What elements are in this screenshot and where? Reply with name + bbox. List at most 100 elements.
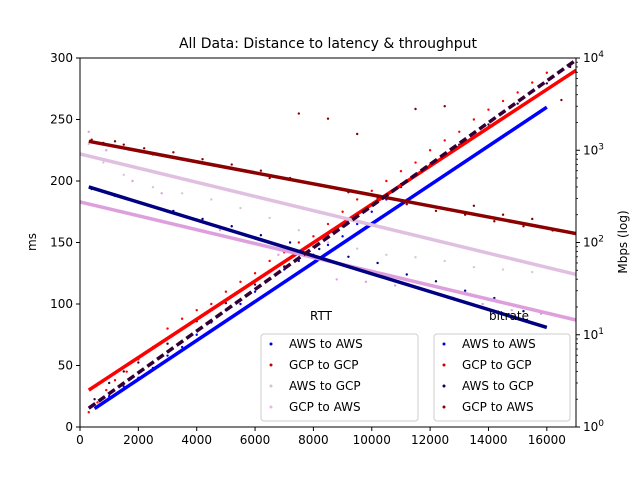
- fit-line: [79, 152, 577, 277]
- data-point: [326, 241, 330, 244]
- data-point: [87, 411, 90, 414]
- legend-frame: [433, 333, 571, 422]
- legend-label: AWS to AWS: [462, 337, 536, 351]
- data-point: [122, 173, 125, 177]
- fit-line: [88, 139, 577, 236]
- data-point: [180, 192, 184, 195]
- data-point: [326, 117, 330, 120]
- data-point: [472, 204, 476, 207]
- y2-axis-label: Mbps (log): [616, 210, 630, 273]
- legend-marker: [269, 384, 273, 388]
- y2-tick-label: 102: [583, 235, 604, 250]
- data-point: [545, 82, 549, 85]
- data-point: [487, 123, 490, 126]
- legend-marker: [269, 342, 273, 346]
- data-point: [239, 280, 242, 284]
- data-point: [180, 317, 184, 320]
- data-point: [385, 179, 388, 183]
- data-point: [230, 225, 233, 228]
- y2-tick-label: 100: [583, 419, 604, 434]
- data-point: [405, 273, 408, 276]
- y-tick-label: 100: [50, 297, 73, 311]
- data-point: [458, 130, 461, 133]
- legend-label: GCP to GCP: [462, 358, 532, 372]
- data-point: [414, 256, 417, 259]
- x-tick-label: 16000: [528, 433, 566, 447]
- y-tick-label: 50: [58, 359, 73, 373]
- data-point: [113, 140, 117, 143]
- data-point: [102, 161, 105, 164]
- data-point: [510, 308, 514, 312]
- data-point: [516, 102, 519, 105]
- y-axis-right: 100 101 102 103 104: [576, 50, 604, 434]
- legend-label: GCP to AWS: [462, 400, 534, 414]
- legend-marker: [442, 405, 446, 409]
- data-point: [210, 198, 213, 201]
- data-point: [481, 302, 484, 306]
- legend-label: GCP to AWS: [289, 400, 361, 414]
- fit-line: [88, 185, 548, 330]
- data-point: [107, 381, 111, 385]
- y2-tick-label: 104: [583, 50, 604, 65]
- data-point: [341, 235, 344, 238]
- data-point: [297, 112, 301, 115]
- chart-title: All Data: Distance to latency & throughp…: [179, 36, 478, 52]
- data-point: [125, 370, 128, 373]
- y-tick-label: 150: [50, 236, 73, 250]
- legend-label: AWS to AWS: [289, 337, 363, 351]
- data-point: [443, 259, 446, 263]
- legend-marker: [442, 363, 446, 367]
- data-point: [326, 243, 330, 247]
- data-point: [288, 241, 292, 244]
- data-point: [326, 222, 330, 226]
- data-point: [259, 233, 263, 237]
- data-point: [522, 225, 525, 228]
- data-point: [393, 284, 397, 287]
- data-point: [253, 283, 257, 286]
- data-point: [434, 209, 438, 213]
- data-point: [434, 280, 438, 283]
- data-point: [172, 151, 175, 154]
- data-point: [113, 379, 117, 382]
- data-point: [355, 222, 359, 226]
- data-point: [516, 91, 519, 94]
- data-point: [545, 71, 549, 74]
- data-point: [355, 247, 359, 250]
- data-point: [259, 169, 263, 172]
- legend-label: AWS to GCP: [289, 379, 361, 393]
- data-point: [493, 220, 496, 223]
- data-point: [201, 157, 204, 161]
- data-point: [160, 192, 163, 195]
- x-tick-label: 6000: [240, 433, 271, 447]
- data-point: [399, 169, 403, 173]
- data-point: [253, 290, 257, 293]
- legends: RTT AWS to AWS GCP to GCP AWS to GCP GCP to …: [260, 309, 571, 422]
- data-point: [414, 107, 417, 111]
- data-point: [142, 147, 146, 150]
- y-tick-label: 0: [65, 420, 73, 434]
- y-axis-label: ms: [25, 233, 39, 251]
- data-point: [122, 143, 125, 146]
- data-point: [385, 253, 388, 256]
- data-point: [531, 270, 534, 274]
- x-tick-label: 4000: [181, 433, 212, 447]
- data-point: [341, 210, 344, 213]
- y-tick-label: 300: [50, 51, 73, 65]
- data-point: [443, 105, 446, 108]
- data-point: [195, 308, 198, 312]
- data-point: [463, 289, 467, 292]
- data-point: [166, 354, 169, 357]
- legend-title: RTT: [310, 309, 333, 323]
- data-point: [522, 310, 525, 313]
- data-point: [335, 278, 338, 281]
- legend-frame: [260, 333, 419, 422]
- x-tick-label: 14000: [469, 433, 507, 447]
- data-point: [96, 401, 99, 404]
- data-point: [137, 361, 140, 364]
- data-point: [297, 241, 301, 244]
- data-point: [277, 253, 280, 256]
- legend: RTT AWS to AWS GCP to GCP AWS to GCP GCP to …: [260, 309, 419, 422]
- data-point: [472, 118, 476, 121]
- x-tick-label: 0: [76, 433, 84, 447]
- data-point: [166, 327, 169, 330]
